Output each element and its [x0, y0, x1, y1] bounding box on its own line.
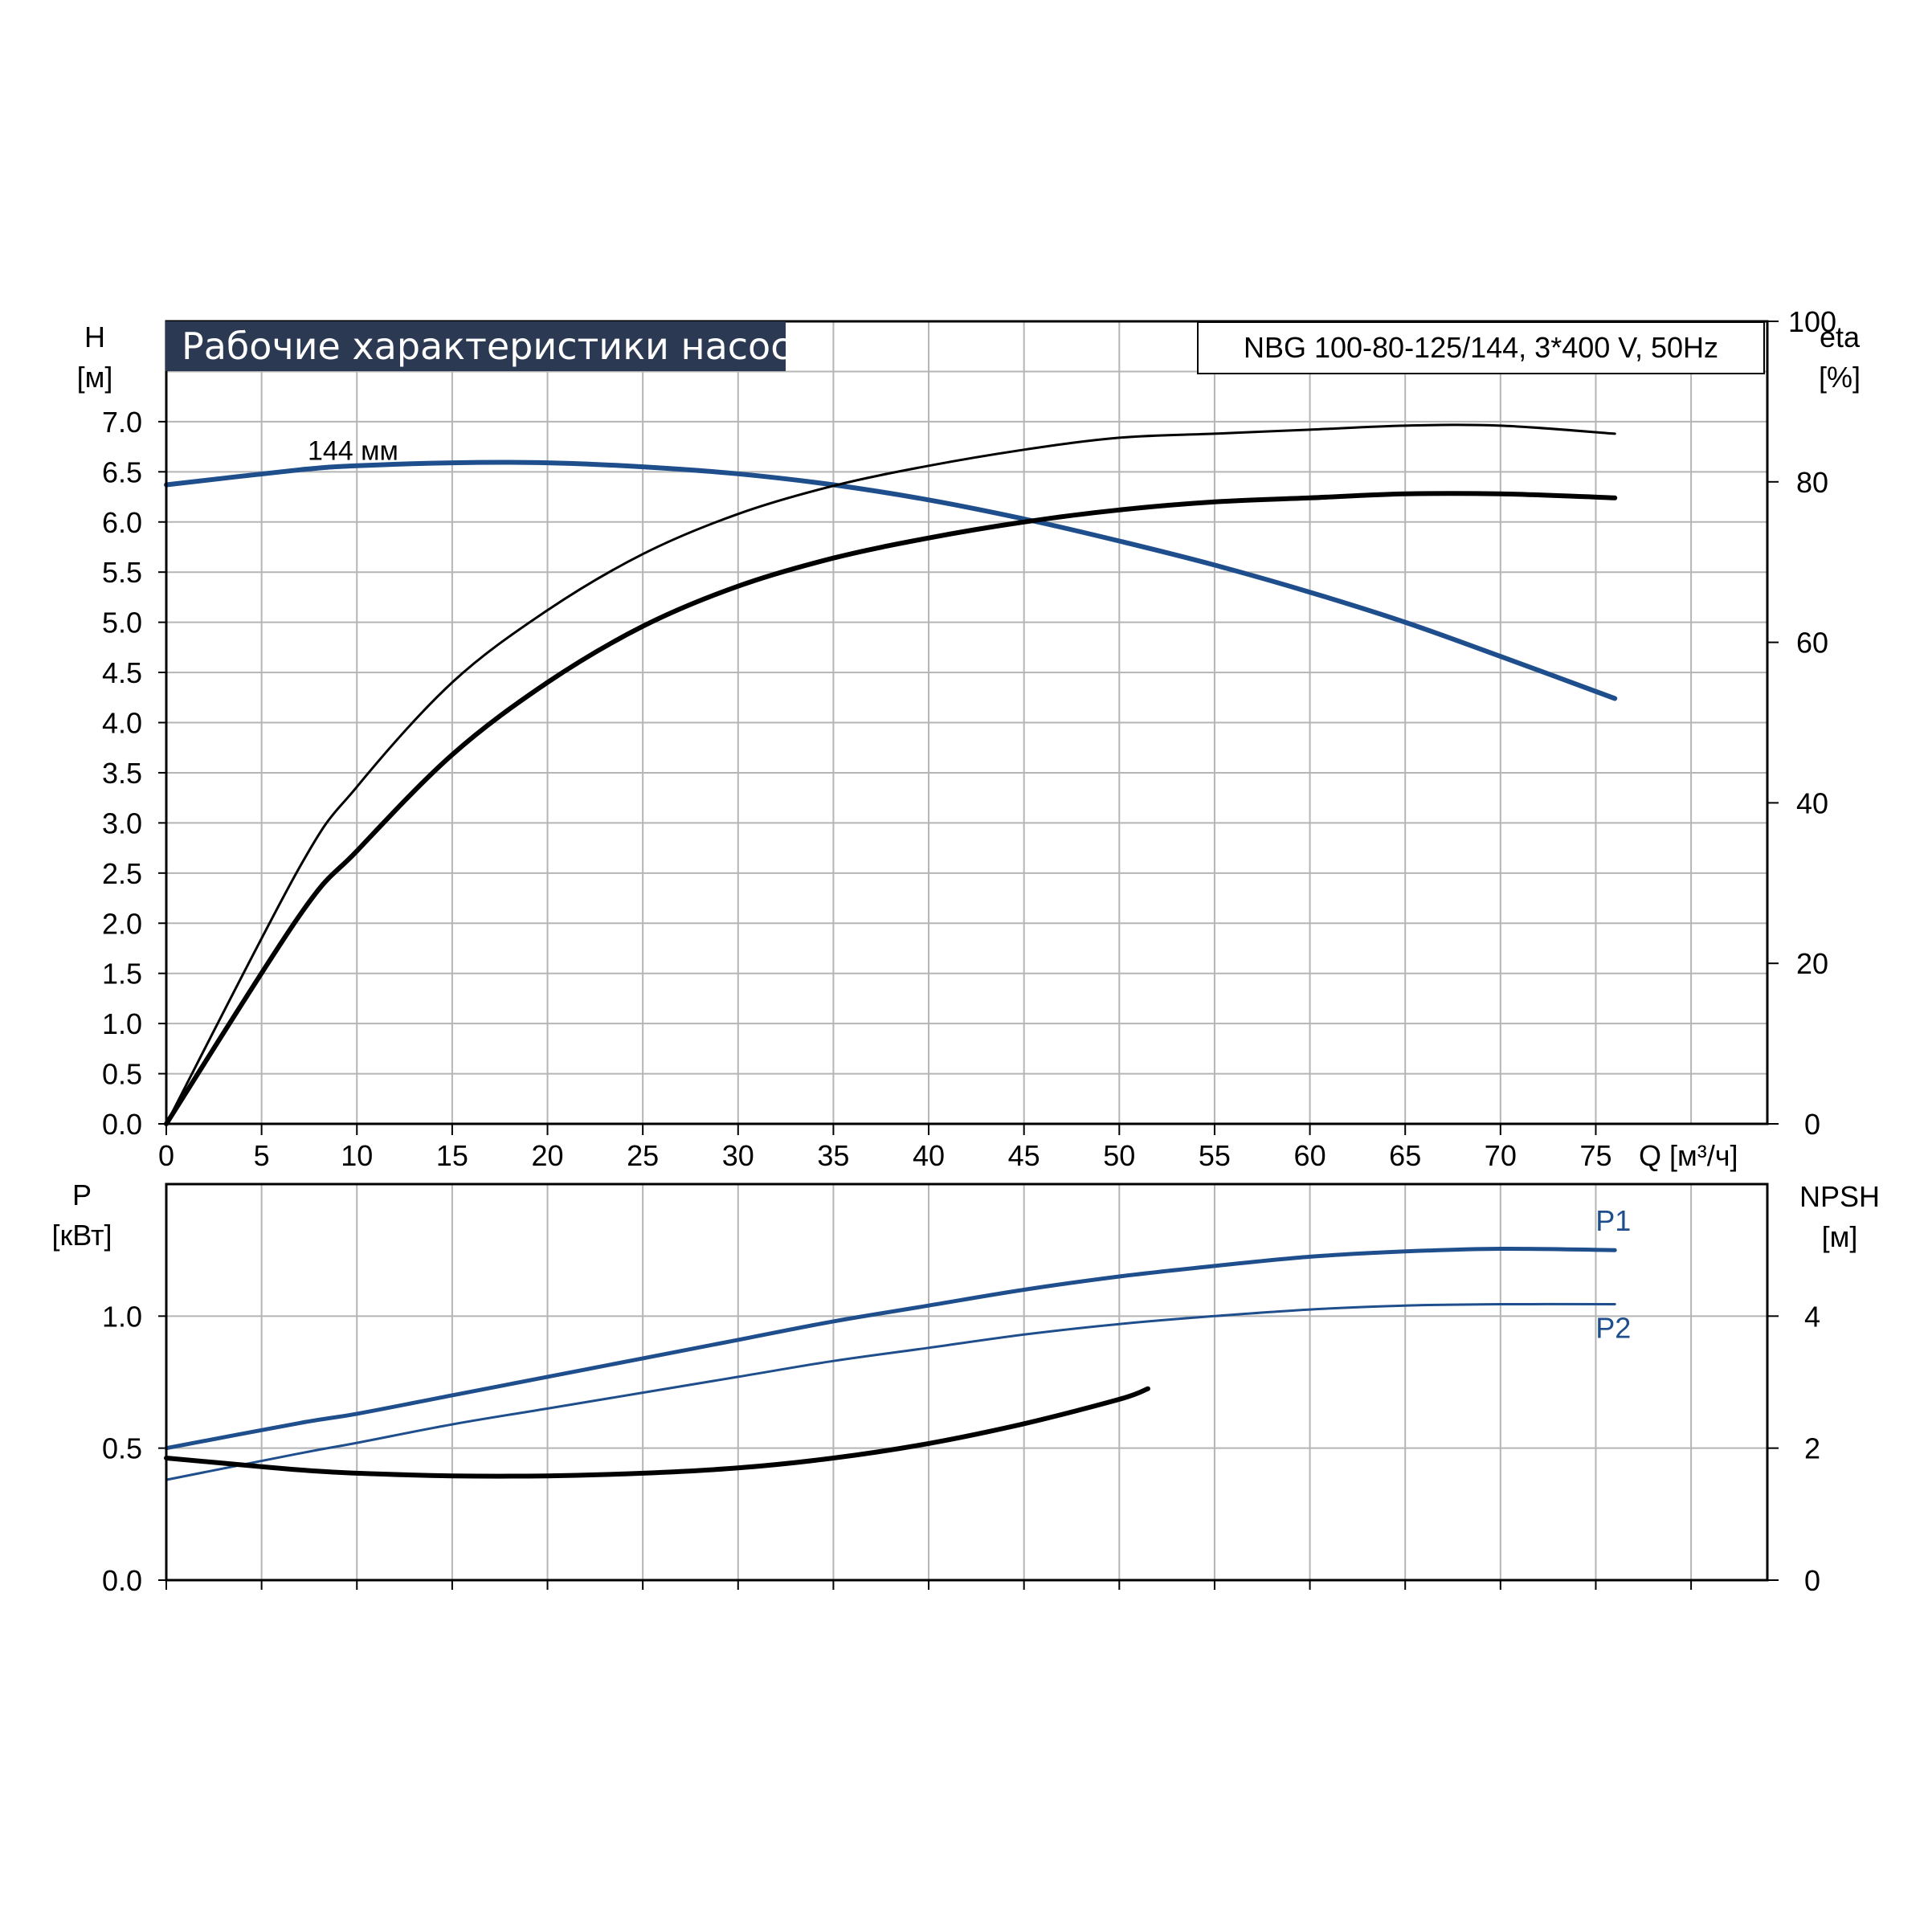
y-left-tick-label: 6.0 [102, 506, 142, 539]
x-tick-label: 65 [1389, 1139, 1421, 1172]
y-left-tick-label: 0.0 [102, 1108, 142, 1141]
x-tick-label: 15 [436, 1139, 468, 1172]
curve-p1 [164, 1246, 1617, 1451]
y-left-tick-label: 5.0 [102, 607, 142, 639]
x-axis-label: Q [м³/ч] [1639, 1139, 1738, 1172]
y-left-tick-label: 5.5 [102, 556, 142, 589]
x-tick-label: 75 [1579, 1139, 1611, 1172]
x-tick-label: 70 [1485, 1139, 1517, 1172]
x-tick-label: 0 [158, 1139, 174, 1172]
curve-annotation: 144 мм [308, 436, 398, 467]
y-right-axis-label: NPSH [1799, 1180, 1880, 1213]
y-left-axis-label: [кВт] [51, 1219, 112, 1252]
power-npsh-panel: 0.0 0.5 1.0 0 2 4 P [кВт] NPSH [м] P1 P2 [51, 1178, 1880, 1597]
x-tick-label: 45 [1008, 1139, 1040, 1172]
y-left-tick-label: 0.5 [102, 1432, 142, 1465]
head-efficiency-panel: 0.0 0.5 1.0 1.5 2.0 2.5 3.0 3.5 4.0 4.5 5.0 5.5 6.0 6… [77, 305, 1861, 1172]
y-right-tick-label: 40 [1796, 786, 1828, 819]
y-right-tick-label: 60 [1796, 627, 1828, 660]
y-left-tick-label: 2.0 [102, 907, 142, 940]
y-right-tick-label: 0 [1804, 1108, 1820, 1141]
y-right-tick-label: 0 [1804, 1564, 1820, 1597]
x-tick-label: 5 [254, 1139, 270, 1172]
y-right-axis-label: [м] [1822, 1220, 1858, 1253]
x-tick-label: 10 [341, 1139, 373, 1172]
y-left-tick-label: 7.0 [102, 406, 142, 439]
y-left-tick-label: 4.5 [102, 656, 142, 689]
y-left-tick-label: 3.5 [102, 757, 142, 790]
y-right-tick-label: 100 [1788, 305, 1836, 338]
plot-frame [165, 320, 1769, 1125]
curve-lower-series-2 [164, 1386, 1150, 1479]
y-right-tick-label: 2 [1804, 1432, 1820, 1465]
y-right-tick-label: 4 [1804, 1300, 1820, 1333]
x-tick-label: 40 [913, 1139, 945, 1172]
curve-upper-series-2 [164, 491, 1618, 1126]
y-left-tick-label: 1.0 [102, 1007, 142, 1040]
curve-upper-series-1 [165, 423, 1616, 1125]
y-left-tick-label: 3.0 [102, 807, 142, 839]
x-tick-label: 30 [722, 1139, 754, 1172]
series-label-p2: P2 [1595, 1312, 1631, 1345]
series-label-p1: P1 [1595, 1204, 1631, 1237]
x-tick-label: 35 [817, 1139, 849, 1172]
plot-area [166, 1184, 1767, 1580]
y-left-tick-label: 2.5 [102, 857, 142, 890]
y-left-tick-label: 6.5 [102, 455, 142, 488]
y-left-axis-label: H [84, 321, 105, 353]
x-tick-label: 55 [1199, 1139, 1231, 1172]
x-tick-label: 20 [532, 1139, 564, 1172]
plot-frame [165, 1182, 1769, 1582]
x-tick-label: 60 [1294, 1139, 1326, 1172]
y-right-tick-label: 20 [1796, 947, 1828, 980]
y-left-tick-label: 1.0 [102, 1300, 142, 1333]
y-left-axis-label: [м] [77, 361, 113, 394]
y-left-tick-label: 1.5 [102, 958, 142, 991]
x-tick-label: 50 [1103, 1139, 1135, 1172]
y-left-tick-label: 0.5 [102, 1058, 142, 1091]
y-left-axis-label: P [72, 1178, 92, 1211]
curve-upper-series-0 [164, 460, 1618, 701]
y-right-tick-label: 80 [1796, 466, 1828, 499]
chart-title: Рабочие характеристики насоса [165, 321, 814, 371]
curve-p2 [165, 1302, 1616, 1481]
y-right-axis-label: eta [1820, 321, 1861, 353]
x-tick-label: 25 [627, 1139, 659, 1172]
y-left-tick-label: 4.0 [102, 707, 142, 740]
pump-model-label: NBG 100-80-125/144, 3*400 V, 50Hz [1197, 321, 1765, 374]
y-left-tick-label: 0.0 [102, 1564, 142, 1597]
y-right-axis-label: [%] [1819, 361, 1861, 394]
